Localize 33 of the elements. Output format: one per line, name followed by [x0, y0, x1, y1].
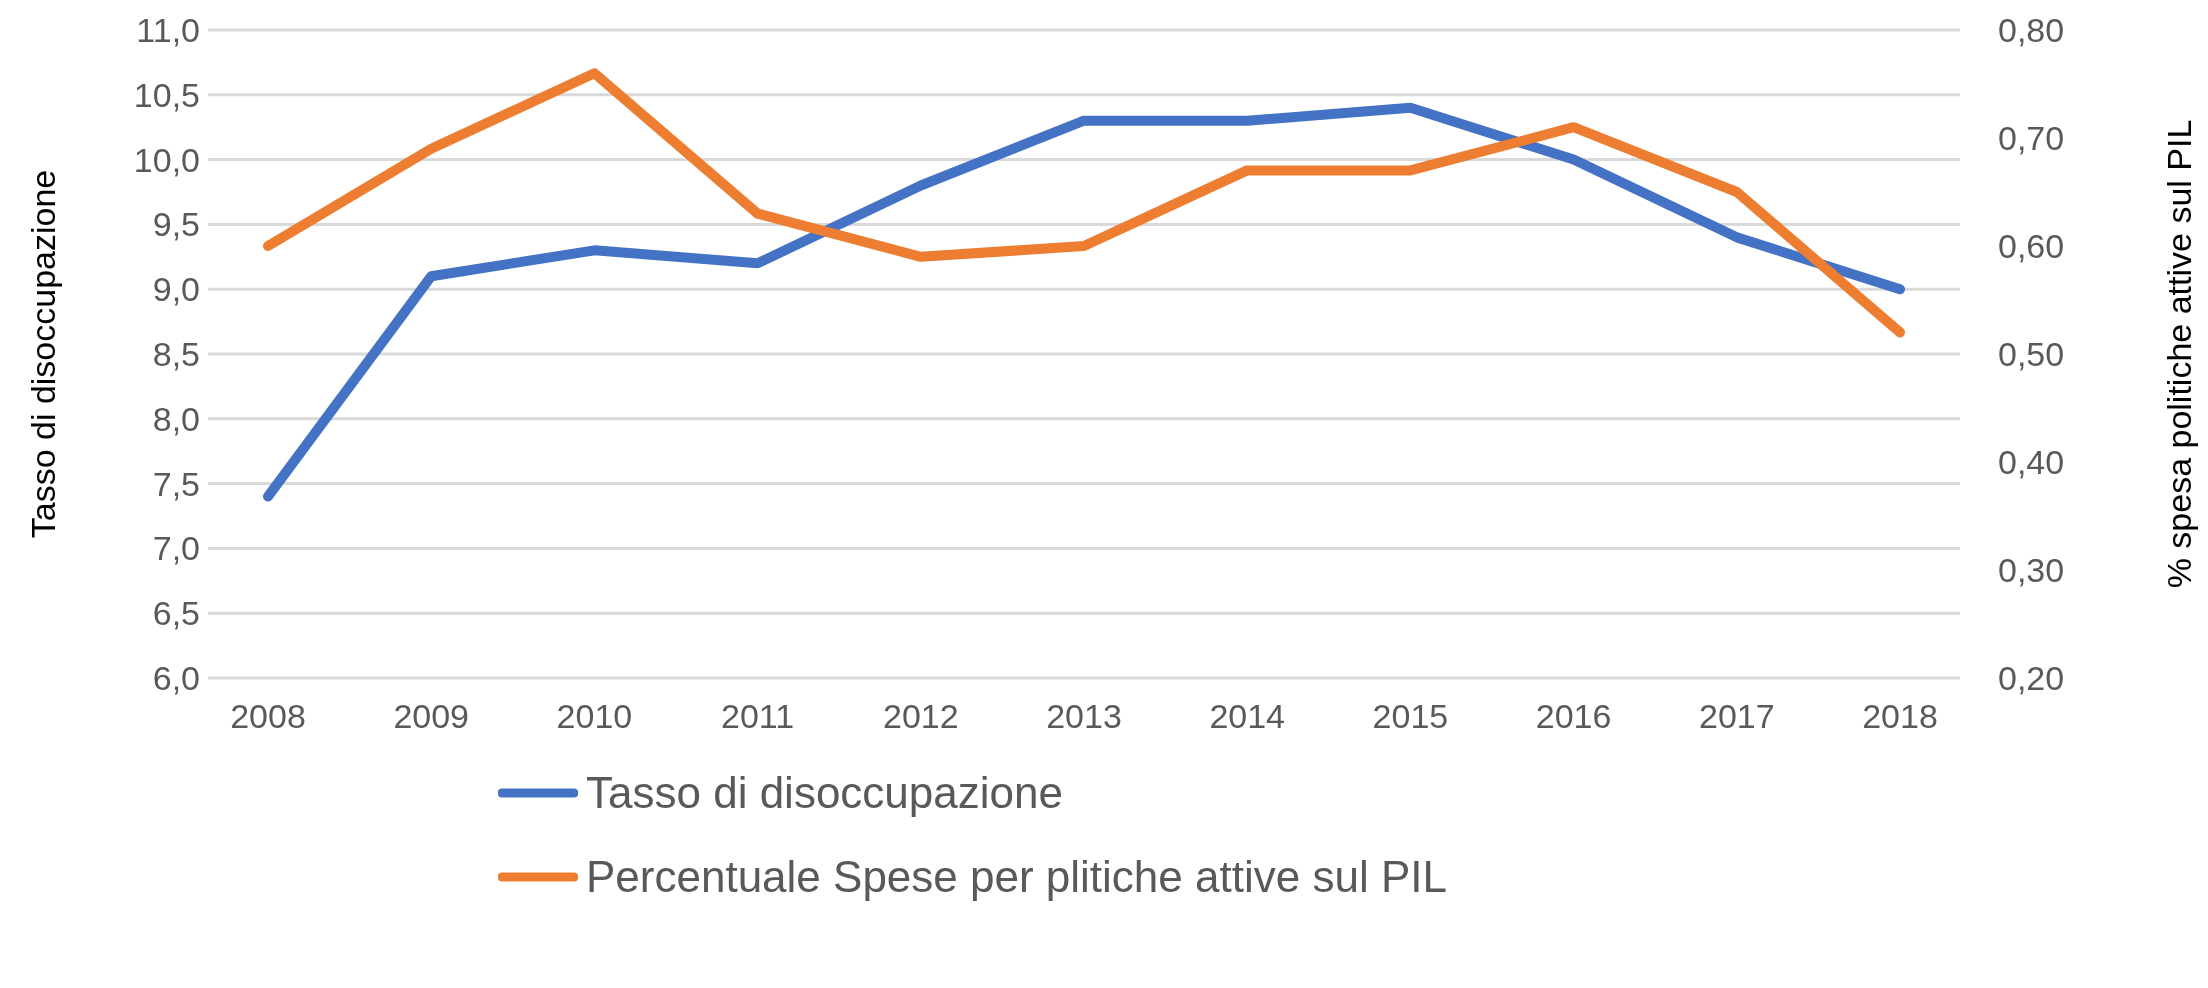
y-axis-title: Tasso di disoccupazione: [24, 169, 63, 539]
y-tick-label: 8,0: [152, 399, 200, 438]
legend-label: Tasso di disoccupazione: [586, 768, 1063, 818]
y-tick-label: 7,5: [152, 464, 200, 503]
x-tick-label: 2015: [1372, 697, 1449, 736]
x-tick-label: 2018: [1862, 697, 1938, 736]
x-tick-label: 2010: [556, 697, 633, 736]
y-tick-label: 10,5: [133, 75, 200, 114]
x-tick-label: 2008: [230, 697, 306, 736]
legend-label: Percentuale Spese per plitiche attive sul PIL: [586, 852, 1447, 902]
y-tick-label: 9,5: [152, 205, 200, 244]
y-tick-label: 9,0: [152, 270, 200, 309]
x-tick-label: 2013: [1046, 697, 1122, 736]
y-tick-label: 11,0: [136, 11, 200, 50]
y2-tick-label: 0,40: [1998, 443, 2065, 482]
y-tick-label: 8,5: [152, 335, 200, 374]
y-tick-label: 6,5: [152, 594, 200, 633]
y2-tick-label: 0,60: [1998, 227, 2065, 266]
x-tick-label: 2012: [882, 697, 959, 736]
y2-tick-label: 0,30: [1998, 551, 2065, 590]
y-tick-label: 6,0: [152, 659, 200, 698]
x-tick-label: 2009: [393, 697, 470, 736]
y2-axis-title: % spesa politiche attive sul PIL: [2160, 119, 2199, 589]
x-tick-label: 2016: [1535, 697, 1612, 736]
x-tick-label: 2014: [1209, 697, 1286, 736]
y2-tick-label: 0,80: [1998, 11, 2065, 50]
y-tick-label: 10,0: [133, 140, 200, 179]
x-tick-label: 2017: [1698, 697, 1775, 736]
y-tick-label: 7,0: [152, 529, 200, 568]
y2-tick-label: 0,50: [1998, 335, 2065, 374]
y2-tick-label: 0,70: [1998, 119, 2065, 158]
x-tick-label: 2011: [721, 697, 795, 736]
y2-tick-label: 0,20: [1998, 659, 2065, 698]
